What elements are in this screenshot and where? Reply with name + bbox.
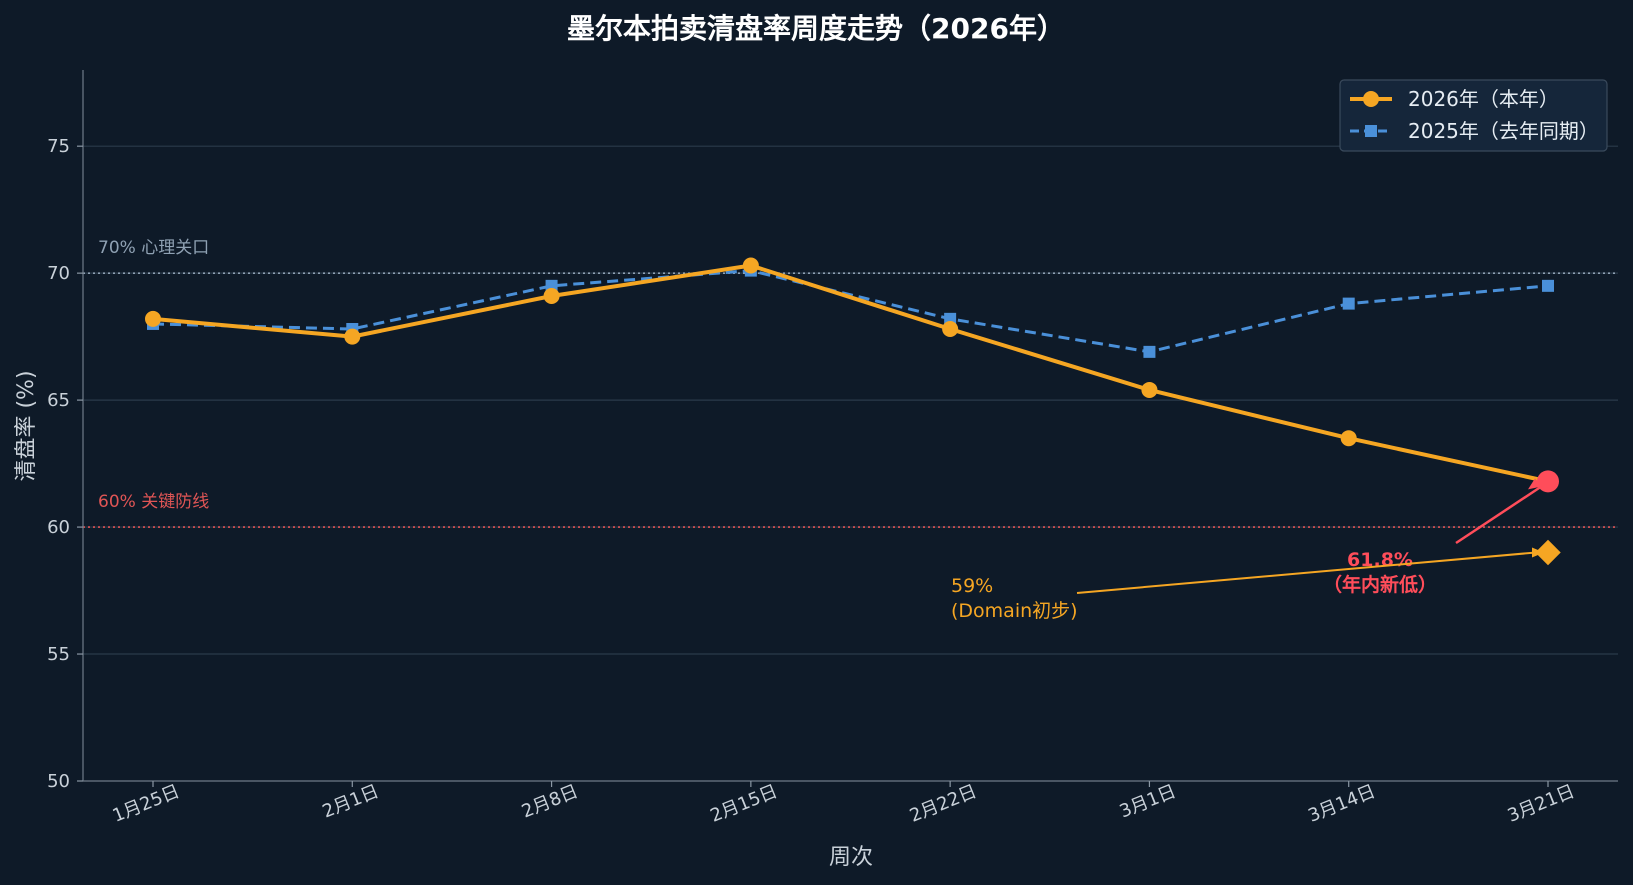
y-tick-label-50: 50 (47, 771, 70, 792)
x-tick-label-2: 2月8日 (519, 781, 581, 823)
chart-title: 墨尔本拍卖清盘率周度走势（2026年） (567, 12, 1065, 45)
y-tick-label-55: 55 (47, 644, 70, 665)
series-line-0 (152, 263, 1549, 484)
series-0-point-7 (1537, 470, 1559, 493)
legend-label-0: 2026年（本年） (1408, 87, 1559, 111)
annotation-low-note: （年内新低） (1323, 573, 1437, 596)
reference-lines: 70% 心理关口 60% 关键防线 (83, 238, 1618, 528)
series-0-point-1 (344, 328, 361, 345)
axes: 50 55 60 65 70 75 1月25日 2月1日 2月8日 2月15日 2月22日 3月1日 3… (47, 70, 1618, 827)
x-tick-label-5: 3月1日 (1117, 781, 1179, 823)
annotation-domain-value: 59% (951, 575, 993, 597)
x-tick-label-3: 2月15日 (707, 781, 780, 827)
series-0-point-0 (145, 310, 161, 327)
domain-diamond-marker (1535, 539, 1561, 566)
legend: 2026年（本年） 2025年（去年同期） (1339, 79, 1608, 152)
x-tick-label-4: 2月22日 (907, 781, 980, 827)
x-tick-label-6: 3月14日 (1305, 781, 1378, 827)
annotation-domain-note: (Domain初步) (951, 600, 1078, 622)
series-1-point-7 (1542, 279, 1554, 292)
legend-box (1339, 79, 1608, 152)
series-1-point-6 (1342, 297, 1355, 310)
reference-label-60: 60% 关键防线 (98, 492, 209, 512)
series-line-1 (152, 269, 1549, 354)
x-tick-label-1: 2月1日 (319, 781, 381, 823)
series-layer (145, 257, 1559, 493)
y-tick-label-60: 60 (47, 517, 70, 538)
legend-label-1: 2025年（去年同期） (1408, 119, 1599, 143)
series-0-point-5 (1141, 381, 1158, 398)
legend-marker-1 (1365, 125, 1377, 137)
y-tick-label-70: 70 (47, 263, 70, 284)
annotation-line-domain (1076, 551, 1537, 594)
reference-label-70: 70% 心理关口 (98, 238, 209, 258)
annotations-layer: 61.8%（年内新低）59%(Domain初步) (951, 478, 1561, 622)
x-tick-label-0: 1月25日 (110, 781, 183, 827)
y-tick-label-75: 75 (47, 136, 70, 157)
legend-marker-0 (1363, 91, 1379, 107)
series-1-point-5 (1143, 345, 1156, 358)
x-axis-label: 周次 (829, 845, 873, 870)
annotation-arrowhead-low (1528, 478, 1542, 490)
x-tick-label-7: 3月21日 (1505, 781, 1578, 827)
annotation-arrow-low (1455, 486, 1541, 545)
series-0-point-4 (942, 321, 959, 338)
y-axis-label: 清盘率 (%) (14, 370, 39, 481)
series-0-point-2 (543, 287, 560, 304)
y-tick-label-65: 65 (47, 390, 70, 411)
series-0-point-3 (742, 257, 759, 274)
series-0-point-6 (1340, 430, 1357, 447)
